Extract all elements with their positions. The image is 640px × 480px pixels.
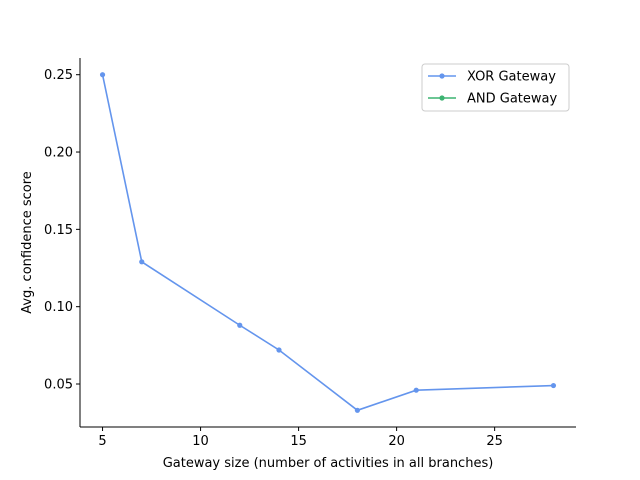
y-axis-ticks: 0.05 0.10 0.15 0.20 0.25 — [44, 68, 80, 393]
data-point — [276, 347, 282, 353]
x-axis-ticks: 5 10 15 20 25 — [98, 427, 503, 449]
x-tick-label: 15 — [290, 434, 307, 449]
x-tick-label: 5 — [98, 434, 106, 449]
series-line-0 — [101, 74, 554, 412]
y-tick-label: 0.05 — [44, 378, 73, 393]
data-point — [99, 72, 106, 78]
y-tick-label: 0.25 — [44, 68, 73, 83]
x-axis-title: Gateway size (number of activities in al… — [163, 456, 494, 471]
y-axis-title: Avg. confidence score — [20, 171, 35, 314]
legend-label: XOR Gateway — [467, 70, 556, 85]
legend-marker — [439, 95, 445, 101]
legend-marker — [439, 73, 445, 79]
legend-box — [421, 63, 570, 112]
x-tick-label: 10 — [192, 434, 209, 449]
data-point — [354, 407, 361, 413]
y-tick-label: 0.15 — [44, 223, 73, 238]
y-tick-label: 0.10 — [44, 300, 73, 315]
series-layer — [99, 72, 557, 413]
x-tick-label: 25 — [486, 434, 503, 449]
y-tick-label: 0.20 — [44, 146, 73, 161]
legend: XOR Gateway AND Gateway — [421, 63, 570, 112]
data-point — [550, 382, 557, 389]
data-point — [139, 259, 145, 265]
x-tick-label: 20 — [388, 434, 405, 449]
data-point — [413, 387, 419, 393]
legend-label: AND Gateway — [467, 92, 557, 107]
data-point — [237, 322, 243, 328]
